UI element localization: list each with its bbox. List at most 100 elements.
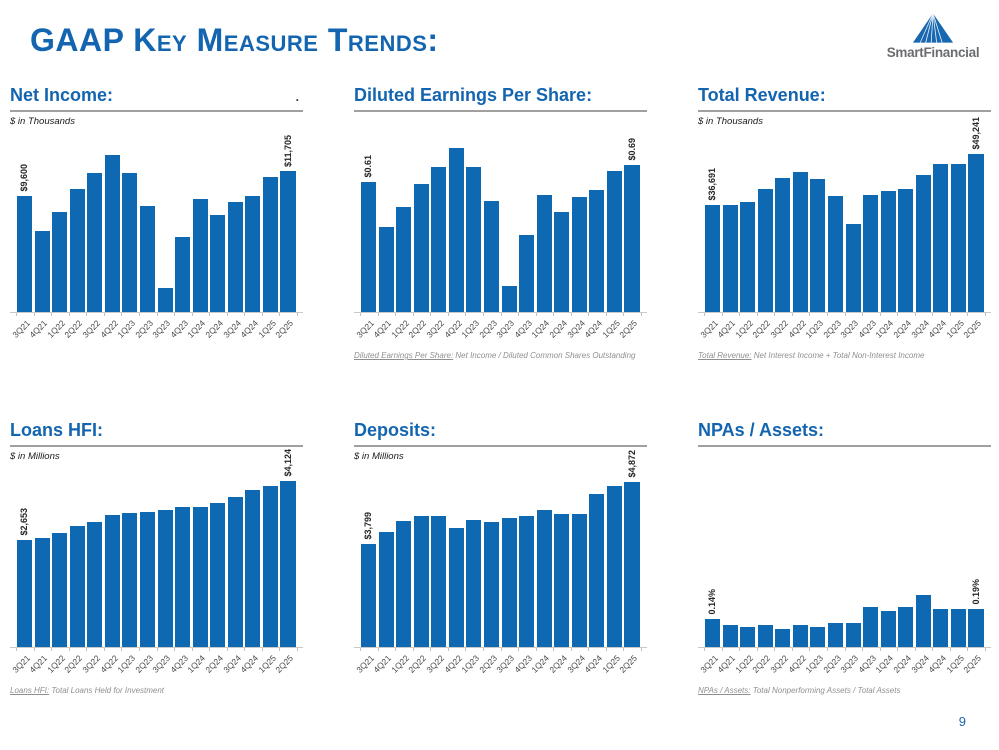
bar-1q23 [466, 167, 482, 312]
logo-wordmark: SmartFinancial [886, 45, 980, 60]
axis-tick [261, 648, 263, 651]
chart-title: Net Income: [10, 85, 303, 112]
bar-2q25 [624, 482, 640, 647]
bar-3q22 [431, 516, 447, 647]
bar-1q23 [466, 520, 482, 647]
footnote-rest: Net Income / Diluted Common Shares Outst… [453, 351, 636, 360]
chart-footnote: Diluted Earnings Per Share: Net Income /… [354, 351, 647, 363]
bar-2q22 [413, 516, 429, 647]
axis-tick [297, 313, 298, 316]
bar-4q21 [722, 205, 738, 312]
axis-tick [209, 313, 211, 316]
bar-3q24 [227, 497, 243, 647]
bar-3q23 [501, 518, 517, 647]
axis-tick [430, 313, 432, 316]
axis-tick [16, 648, 17, 651]
axis-tick [721, 648, 723, 651]
pyramid-logo-icon [912, 13, 954, 43]
axis-tick [739, 313, 741, 316]
axis-tick [914, 648, 916, 651]
axis-tick [605, 313, 607, 316]
bar-1q24 [192, 199, 208, 312]
bar-2q24 [554, 212, 570, 312]
axis-tick [138, 313, 140, 316]
bar-1q25 [606, 486, 622, 647]
bar-2q23 [483, 201, 499, 312]
bar-2q23 [483, 522, 499, 647]
axis-tick [914, 313, 916, 316]
chart-footnote: Loans HFI: Total Loans Held for Investme… [10, 686, 303, 698]
last-value-label: 0.19% [970, 579, 981, 605]
axis-tick [756, 313, 758, 316]
total-revenue-chart: $36,691 $49,241 [698, 117, 991, 313]
deposits-chart: $3,799 $4,872 [354, 450, 647, 648]
axis-tick [862, 313, 864, 316]
axis-tick [535, 313, 537, 316]
axis-tick [156, 648, 158, 651]
axis-tick [360, 648, 361, 651]
chart-footnote: Total Revenue: Net Interest Income + Tot… [698, 351, 991, 363]
axis-tick [226, 313, 228, 316]
bar-1q23 [810, 627, 826, 647]
axis-tick [226, 648, 228, 651]
chart-footnote: NPAs / Assets: Total Nonperforming Asset… [698, 686, 991, 698]
first-value-label: $2,653 [19, 508, 30, 536]
axis-tick [360, 313, 361, 316]
axis-tick [86, 648, 88, 651]
axis-tick [121, 648, 123, 651]
bar-1q24 [192, 507, 208, 647]
axis-tick [605, 648, 607, 651]
axis-tick [518, 648, 520, 651]
axis-tick [279, 648, 281, 651]
first-value-label: $3,799 [363, 512, 374, 540]
axis-tick [932, 648, 934, 651]
chart-title: Total Revenue: [698, 85, 991, 112]
bar-3q21 [361, 182, 377, 312]
chart-title: Loans HFI: [10, 420, 303, 447]
axis-tick [86, 313, 88, 316]
axis-tick [447, 648, 449, 651]
axis-tick [641, 313, 642, 316]
bar-3q23 [845, 623, 861, 647]
bar-4q23 [175, 237, 191, 312]
bar-3q22 [775, 629, 791, 647]
axis-tick [553, 313, 555, 316]
axis-tick [500, 313, 502, 316]
chart-units-label: $ in Millions [10, 451, 60, 462]
axis-tick [465, 648, 467, 651]
axis-tick [535, 648, 537, 651]
last-value-label: $49,241 [970, 117, 981, 150]
bar-3q22 [87, 522, 103, 647]
axis-tick [33, 648, 35, 651]
axis-tick [704, 313, 705, 316]
axis-tick [844, 648, 846, 651]
bar-3q21 [705, 205, 721, 312]
bar-4q24 [245, 196, 261, 312]
axis-tick [156, 313, 158, 316]
footnote-lead: Total Revenue: [698, 351, 752, 360]
deposits-panel: Deposits: $ in Millions $3,799 $4,872 3Q2… [354, 420, 647, 698]
bar-3q24 [915, 595, 931, 647]
axis-tick [862, 648, 864, 651]
bar-3q24 [227, 202, 243, 312]
axis-tick [191, 313, 193, 316]
axis-tick [412, 648, 414, 651]
diluted-eps-panel: Diluted Earnings Per Share: $0.61 $0.69 3… [354, 85, 647, 363]
axis-tick [826, 313, 828, 316]
axis-tick [261, 313, 263, 316]
bar-3q22 [431, 167, 447, 312]
bar-3q23 [157, 510, 173, 647]
bar-1q23 [122, 173, 138, 312]
bar-1q25 [606, 171, 622, 312]
bar-2q25 [624, 165, 640, 312]
bar-4q22 [104, 515, 120, 647]
x-axis: 3Q21 4Q21 1Q22 2Q22 3Q22 4Q22 1Q23 2Q23 3Q23 4Q23… [10, 648, 303, 686]
axis-tick [447, 313, 449, 316]
footnote-lead: Diluted Earnings Per Share: [354, 351, 454, 360]
axis-tick [103, 313, 105, 316]
net-income-chart: $9,600 $11,705 [10, 135, 303, 313]
axis-tick [967, 648, 969, 651]
charts-row-top: . Net Income: $ in Thousands $9,600 $11,7… [10, 85, 991, 363]
axis-tick [791, 313, 793, 316]
bar-4q23 [863, 195, 879, 312]
